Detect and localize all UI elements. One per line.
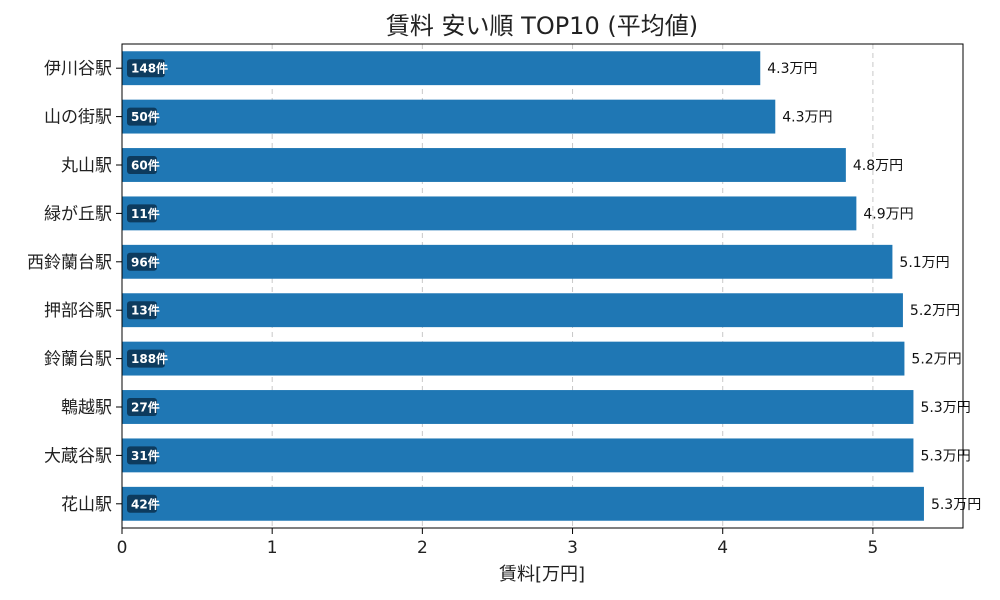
count-badge-label: 50件 bbox=[131, 109, 160, 124]
bar bbox=[122, 438, 914, 473]
count-badge bbox=[127, 107, 157, 126]
category-label: 花山駅 bbox=[61, 495, 112, 515]
count-badge-label: 148件 bbox=[131, 61, 168, 76]
x-axis-label: 賃料[万円] bbox=[499, 564, 585, 585]
count-badge bbox=[127, 59, 165, 78]
x-tick-label: 5 bbox=[867, 538, 878, 558]
category-label: 緑が丘駅 bbox=[44, 204, 112, 224]
x-tick-label: 3 bbox=[567, 538, 578, 558]
count-badge-label: 42件 bbox=[131, 496, 160, 511]
bar-value-label: 5.2万円 bbox=[910, 303, 960, 319]
count-badge bbox=[127, 204, 157, 223]
bar bbox=[122, 51, 761, 86]
bar bbox=[122, 99, 776, 134]
bar bbox=[122, 390, 914, 424]
category-label: 丸山駅 bbox=[61, 156, 112, 176]
count-badge-label: 27件 bbox=[131, 400, 160, 415]
plot-frame bbox=[121, 43, 964, 529]
bar-value-label: 4.3万円 bbox=[782, 110, 832, 126]
count-badge-label: 60件 bbox=[131, 158, 160, 173]
bar-value-label: 4.3万円 bbox=[767, 61, 817, 77]
count-badge bbox=[127, 349, 165, 368]
bar-value-label: 5.3万円 bbox=[920, 400, 970, 416]
count-badge bbox=[127, 156, 157, 174]
bar bbox=[122, 341, 905, 376]
count-badge bbox=[127, 494, 157, 513]
count-badge-label: 96件 bbox=[131, 254, 160, 269]
count-badge-label: 13件 bbox=[131, 303, 160, 318]
count-badge-label: 31件 bbox=[131, 448, 160, 463]
x-tick-label: 0 bbox=[117, 538, 128, 558]
bar-value-label: 5.3万円 bbox=[920, 448, 970, 464]
category-label: 伊川谷駅 bbox=[44, 59, 112, 79]
count-badge-label: 188件 bbox=[131, 351, 168, 366]
category-label: 押部谷駅 bbox=[44, 301, 112, 321]
bar bbox=[122, 486, 924, 521]
bar bbox=[122, 196, 857, 231]
bar-value-label: 5.2万円 bbox=[911, 352, 961, 368]
bar-value-label: 4.9万円 bbox=[863, 206, 913, 222]
bar-value-label: 4.8万円 bbox=[853, 158, 903, 174]
bar-value-label: 5.3万円 bbox=[931, 497, 981, 513]
count-badge bbox=[127, 446, 157, 465]
count-badge bbox=[127, 252, 157, 271]
count-badge bbox=[127, 398, 157, 416]
count-badge-label: 11件 bbox=[131, 206, 160, 221]
x-tick-label: 1 bbox=[267, 538, 278, 558]
x-tick-label: 4 bbox=[717, 538, 728, 558]
category-label: 大蔵谷駅 bbox=[44, 446, 112, 466]
count-badge bbox=[127, 301, 157, 320]
chart-title: 賃料 安い順 TOP10 (平均値) bbox=[386, 12, 698, 40]
category-label: 鵯越駅 bbox=[61, 398, 112, 418]
category-label: 山の街駅 bbox=[44, 108, 112, 128]
bar bbox=[122, 244, 893, 279]
x-tick-label: 2 bbox=[417, 538, 428, 558]
bars: 4.3万円 148件 4.3万円 50件 4.8万円 60件 4.9万円 11件 5.1万円 96… bbox=[122, 51, 981, 521]
x-axis-ticks: 0 1 2 3 4 5 bbox=[117, 528, 878, 558]
bar-value-label: 5.1万円 bbox=[899, 255, 949, 271]
bar bbox=[122, 148, 846, 182]
bar bbox=[122, 293, 903, 328]
category-label: 西鈴蘭台駅 bbox=[27, 253, 112, 273]
category-label: 鈴蘭台駅 bbox=[44, 350, 112, 370]
